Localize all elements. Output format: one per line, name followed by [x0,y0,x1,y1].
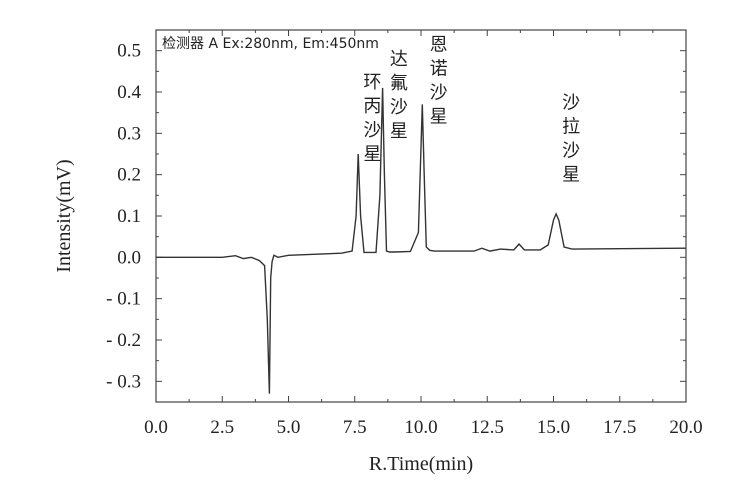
peak-label: 沙拉沙星 [562,93,580,186]
y-tick-label: - 0.1 [106,289,141,310]
x-tick-label: 5.0 [277,417,301,438]
x-axis-title: R.Time(min) [369,453,473,475]
y-tick-label: 0.0 [117,247,141,268]
y-tick-labels: 0.5 0.4 0.3 0.2 0.1 0.0 - 0.1 - 0.2 - 0.3 [106,41,141,393]
x-tick-label: 0.0 [144,417,168,438]
x-tick-label: 17.5 [603,417,636,438]
x-tick-label: 10.0 [404,417,437,438]
y-tick-label: 0.5 [117,41,141,62]
x-tick-label: 20.0 [669,417,702,438]
x-tick-label: 12.5 [471,417,504,438]
x-tick-labels: 0.0 2.5 5.0 7.5 10.0 12.5 15.0 17.5 20.0 [144,417,703,438]
y-tick-label: - 0.3 [106,371,141,392]
peak-label: 恩诺沙星 [430,35,448,128]
x-tick-label: 15.0 [537,417,570,438]
x-tick-label: 7.5 [343,417,367,438]
peak-label: 环丙沙星 [363,72,381,165]
peak-label: 达氟沙星 [390,49,408,142]
chromatogram-trace [156,87,687,394]
y-axis-title: Intensity(mV) [53,159,75,272]
y-tick-label: 0.1 [117,206,141,227]
peak-label-text: 沙拉沙星 [562,93,580,186]
detector-annotation: 检测器 A Ex:280nm, Em:450nm [162,36,379,52]
x-tick-label: 2.5 [210,417,234,438]
y-tick-label: 0.3 [117,123,141,144]
y-tick-label: 0.4 [117,82,141,103]
y-tick-label: 0.2 [117,165,141,186]
peak-label-text: 恩诺沙星 [430,35,448,128]
peak-label-text: 环丙沙星 [363,72,381,165]
y-tick-label: - 0.2 [106,330,141,351]
y-ticks [156,50,686,382]
plot-frame [155,29,687,403]
peak-label-text: 达氟沙星 [390,49,408,142]
x-ticks [155,30,687,402]
